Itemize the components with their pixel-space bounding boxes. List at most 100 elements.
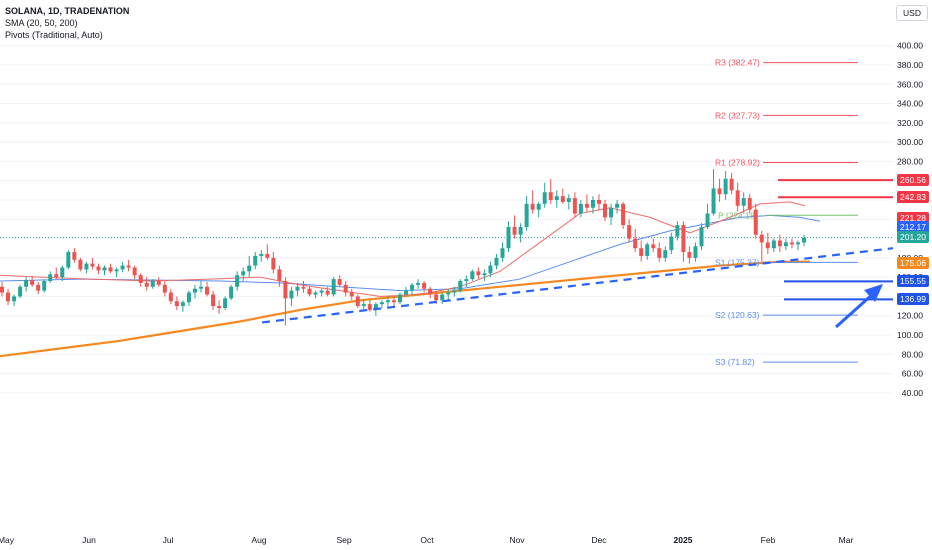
price-tag: 212.17 [897,220,929,233]
pivot-label-r2: R2 (327.73) [715,110,760,120]
candle-body [198,286,203,289]
x-tick-label: Oct [420,535,434,545]
candle-body [566,198,571,202]
candle-body [367,304,372,310]
x-tick-label: 2025 [674,535,693,545]
x-tick-label: Mar [839,535,854,545]
x-tick-label: Sep [336,535,351,545]
pivot-label-s2: S2 (120.63) [715,310,760,320]
candle-body [6,292,11,302]
y-tick-label: 80.00 [902,349,924,359]
candle-body [633,238,638,249]
legend-title: SOLANA, 1D, TRADENATION [5,6,130,16]
candle-body [283,281,288,299]
candle-body [741,198,746,206]
y-tick-label: 40.00 [902,388,924,398]
y-tick-label: 300.00 [897,137,923,147]
candle-body [404,290,409,295]
candle-body [639,248,644,256]
candle-body [482,273,487,276]
candle-body [217,306,222,308]
chart-legend: SOLANA, 1D, TRADENATION SMA (20, 50, 200… [5,5,129,41]
candle-body [524,203,529,227]
arrow-shaft [834,291,876,329]
candles [0,169,806,326]
candle-body [681,225,686,253]
price-tag: 175.06 [897,256,929,269]
x-tick-label: Dec [591,535,607,545]
candle-body [192,288,197,293]
candle-body [126,265,131,268]
candle-body [723,178,728,195]
candle-body [795,242,800,245]
currency-button[interactable]: USD [896,5,928,21]
candle-body [488,265,493,274]
candle-body [699,227,704,247]
candle-body [729,178,734,191]
candle-body [542,192,547,204]
candle-body [711,188,716,214]
candle-body [590,200,595,208]
legend-sma[interactable]: SMA (20, 50, 200) [5,18,78,28]
candle-body [60,267,65,278]
price-tag: 155.55 [897,275,929,288]
candle-body [584,203,589,208]
dashed-trendline [261,247,894,324]
pivot-label-r3: R3 (382.47) [715,58,760,68]
candle-body [271,257,276,270]
sma50-path [0,214,821,292]
x-tick-label: Nov [509,535,525,545]
candle-body [54,274,59,278]
candle-body [66,252,71,268]
candle-body [578,203,583,214]
sma200-line [0,260,810,358]
horizontal-levels [778,179,893,301]
legend-pivots[interactable]: Pivots (Traditional, Auto) [5,30,103,40]
candle-body [144,282,149,287]
candle-body [554,196,559,200]
candle-body [235,275,240,287]
candle-body [476,271,481,276]
candle-body [337,279,342,285]
candle-body [470,271,475,280]
price-tag: 201.20 [897,231,929,244]
candle-body [132,267,137,276]
candle-body [669,236,674,251]
candle-body [615,203,620,208]
price-tag: 242.83 [897,191,929,204]
candle-body [102,267,107,271]
candle-body [783,242,788,247]
candle-body [108,267,113,272]
y-tick-label: 360.00 [897,79,923,89]
candle-body [325,290,330,295]
candle-body [385,300,390,303]
candle-body [186,292,191,303]
candle-body [277,269,282,281]
candle-body [295,286,300,291]
candle-body [663,250,668,258]
sma50-line [0,214,821,292]
candle-body [609,207,614,218]
candle-body [657,248,662,258]
pivot-label-s3: S3 (71.82) [715,357,755,367]
candle-body [735,190,740,206]
candle-body [753,209,758,235]
candle-body [621,203,626,226]
x-tick-label: Aug [251,535,266,545]
candle-body [343,284,348,293]
candle-body [765,242,770,249]
y-tick-label: 380.00 [897,60,923,70]
candle-body [247,265,252,272]
candle-body [78,259,83,270]
candle-body [18,286,23,297]
candle-body [705,213,710,227]
arrow-annotation [834,284,883,329]
candle-body [789,242,794,245]
candle-body [301,286,306,289]
pivot-levels: R3 (382.47) R2 (327.73) R1 (278.92) P (224.… [715,58,858,367]
candle-body [397,294,402,303]
candle-body [0,286,4,293]
candle-body [168,292,173,302]
candle-body [361,304,366,307]
